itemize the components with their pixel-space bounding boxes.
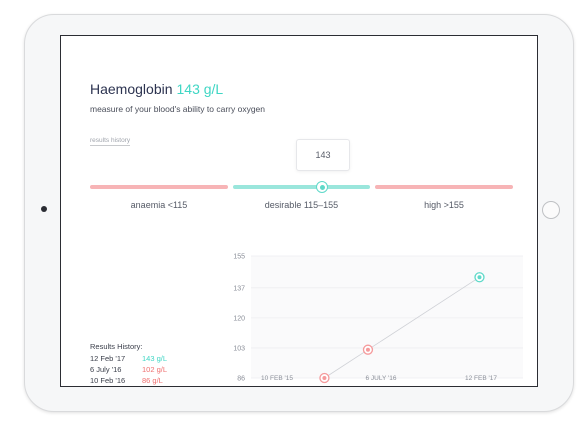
data-point[interactable] <box>319 372 330 384</box>
x-tick-label: 6 JULY '16 <box>366 375 397 382</box>
range-segment-desirable <box>233 185 370 189</box>
legend-row: 6 July '16 102 g/L <box>90 364 167 375</box>
range-segment-anaemia <box>90 185 228 189</box>
legend-value: 143 g/L <box>142 354 168 363</box>
data-point[interactable] <box>474 272 485 283</box>
legend-row: 12 Feb '17 143 g/L <box>90 353 167 364</box>
range-segment-high <box>375 185 513 189</box>
y-tick-label: 155 <box>233 254 245 261</box>
y-tick-label: 103 <box>233 345 245 352</box>
screen: Haemoglobin 143 g/L measure of your blood… <box>60 35 538 387</box>
results-history-link[interactable]: results history <box>90 137 131 146</box>
legend-title: Results History: <box>90 342 143 351</box>
range-label-high: high >155 <box>424 200 464 210</box>
test-name: Haemoglobin <box>90 81 173 97</box>
current-value-marker[interactable] <box>316 181 328 193</box>
y-tick-label: 120 <box>233 315 245 322</box>
test-description: measure of your blood's ability to carry… <box>90 104 266 114</box>
y-tick-label: 86 <box>237 376 245 383</box>
y-tick-label: 137 <box>233 285 245 292</box>
tablet-frame: Haemoglobin 143 g/L measure of your blood… <box>24 14 574 412</box>
value-tooltip: 143 <box>296 139 350 171</box>
legend-value: 102 g/L <box>142 365 168 374</box>
legend-date: 12 Feb '17 <box>90 354 126 363</box>
legend-date: 6 July '16 <box>90 365 122 374</box>
results-history-legend: Results History: 12 Feb '17 143 g/L 6 Ju… <box>90 342 167 386</box>
current-value: 143 g/L <box>176 81 224 97</box>
camera-dot <box>41 206 47 212</box>
legend-value: 86 g/L <box>142 376 163 385</box>
page-title: Haemoglobin 143 g/L <box>90 81 223 97</box>
range-label-desirable: desirable 115–155 <box>264 200 339 210</box>
home-button[interactable] <box>542 201 560 219</box>
x-tick-label: 12 FEB '17 <box>465 375 497 382</box>
data-point[interactable] <box>362 344 374 355</box>
history-chart: 86 103 120 137 155 10 FEB '15 6 JULY '16 12 FEB… <box>233 254 523 384</box>
legend-date: 10 Feb '16 <box>90 376 126 385</box>
legend-row: 10 Feb '16 86 g/L <box>90 375 167 386</box>
range-label-anaemia: anaemia <115 <box>130 200 188 210</box>
x-tick-label: 10 FEB '15 <box>261 375 293 382</box>
